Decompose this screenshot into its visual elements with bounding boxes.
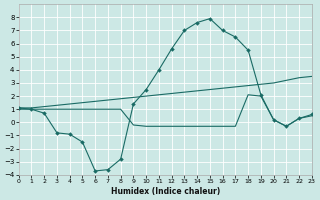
X-axis label: Humidex (Indice chaleur): Humidex (Indice chaleur): [111, 187, 220, 196]
